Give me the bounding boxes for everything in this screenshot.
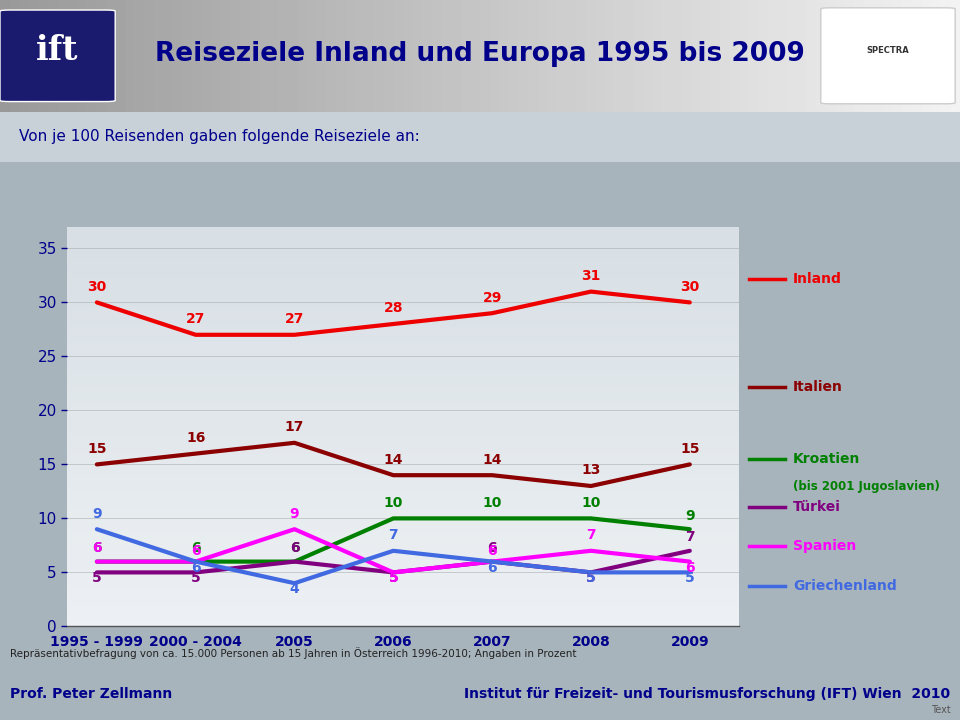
Text: Von je 100 Reisenden gaben folgende Reiseziele an:: Von je 100 Reisenden gaben folgende Reis… xyxy=(19,130,420,144)
Text: Griechenland: Griechenland xyxy=(793,580,897,593)
Text: 7: 7 xyxy=(685,531,695,544)
Text: 16: 16 xyxy=(186,431,205,445)
FancyBboxPatch shape xyxy=(0,10,115,102)
Text: 14: 14 xyxy=(384,453,403,467)
Text: Türkei: Türkei xyxy=(793,500,841,513)
Text: 6: 6 xyxy=(685,561,695,575)
Text: 14: 14 xyxy=(482,453,502,467)
Text: 5: 5 xyxy=(684,572,695,585)
Text: 17: 17 xyxy=(285,420,304,434)
Text: 10: 10 xyxy=(483,496,502,510)
Text: 5: 5 xyxy=(389,572,398,585)
Text: Spanien: Spanien xyxy=(793,539,856,554)
Text: 15: 15 xyxy=(680,442,700,456)
Text: 6: 6 xyxy=(92,541,102,555)
Text: SPECTRA: SPECTRA xyxy=(867,46,909,55)
Text: 5: 5 xyxy=(587,572,596,585)
FancyBboxPatch shape xyxy=(821,8,955,104)
Text: 28: 28 xyxy=(384,302,403,315)
Text: 10: 10 xyxy=(581,496,601,510)
Text: 29: 29 xyxy=(483,291,502,305)
Text: (bis 2001 Jugoslavien): (bis 2001 Jugoslavien) xyxy=(793,480,940,493)
Text: Repräsentativbefragung von ca. 15.000 Personen ab 15 Jahren in Österreich 1996-2: Repräsentativbefragung von ca. 15.000 Pe… xyxy=(10,647,576,659)
Text: 27: 27 xyxy=(285,312,304,326)
Text: 9: 9 xyxy=(92,507,102,521)
Text: 6: 6 xyxy=(488,561,497,575)
Text: 30: 30 xyxy=(87,280,107,294)
Text: 6: 6 xyxy=(191,544,201,559)
Text: 7: 7 xyxy=(587,528,596,542)
Text: 5: 5 xyxy=(191,572,201,585)
Text: 6: 6 xyxy=(92,541,102,555)
Text: Institut für Freizeit- und Tourismusforschung (IFT) Wien  2010: Institut für Freizeit- und Tourismusfors… xyxy=(465,687,950,701)
Text: 31: 31 xyxy=(581,269,601,283)
Text: 9: 9 xyxy=(290,507,300,521)
Text: Inland: Inland xyxy=(793,271,842,286)
Text: 5: 5 xyxy=(389,572,398,585)
Text: 5: 5 xyxy=(92,572,102,585)
Text: 15: 15 xyxy=(87,442,107,456)
Text: 7: 7 xyxy=(389,528,398,542)
Text: 6: 6 xyxy=(488,541,497,555)
Text: 30: 30 xyxy=(681,280,700,294)
Text: Text: Text xyxy=(930,706,950,716)
Text: 6: 6 xyxy=(191,541,201,555)
Text: 10: 10 xyxy=(384,496,403,510)
Text: 9: 9 xyxy=(685,509,695,523)
Text: 5: 5 xyxy=(587,572,596,585)
Text: Prof. Peter Zellmann: Prof. Peter Zellmann xyxy=(10,687,172,701)
Text: 4: 4 xyxy=(290,582,300,596)
Text: Kroatien: Kroatien xyxy=(793,451,860,466)
Text: 6: 6 xyxy=(191,561,201,575)
Text: 6: 6 xyxy=(290,541,300,555)
Text: ift: ift xyxy=(36,34,79,67)
Text: 13: 13 xyxy=(581,464,601,477)
Text: 6: 6 xyxy=(290,541,300,555)
Text: Italien: Italien xyxy=(793,379,843,394)
Text: Reiseziele Inland und Europa 1995 bis 2009: Reiseziele Inland und Europa 1995 bis 20… xyxy=(156,40,804,66)
Text: 6: 6 xyxy=(488,544,497,559)
Text: 27: 27 xyxy=(186,312,205,326)
